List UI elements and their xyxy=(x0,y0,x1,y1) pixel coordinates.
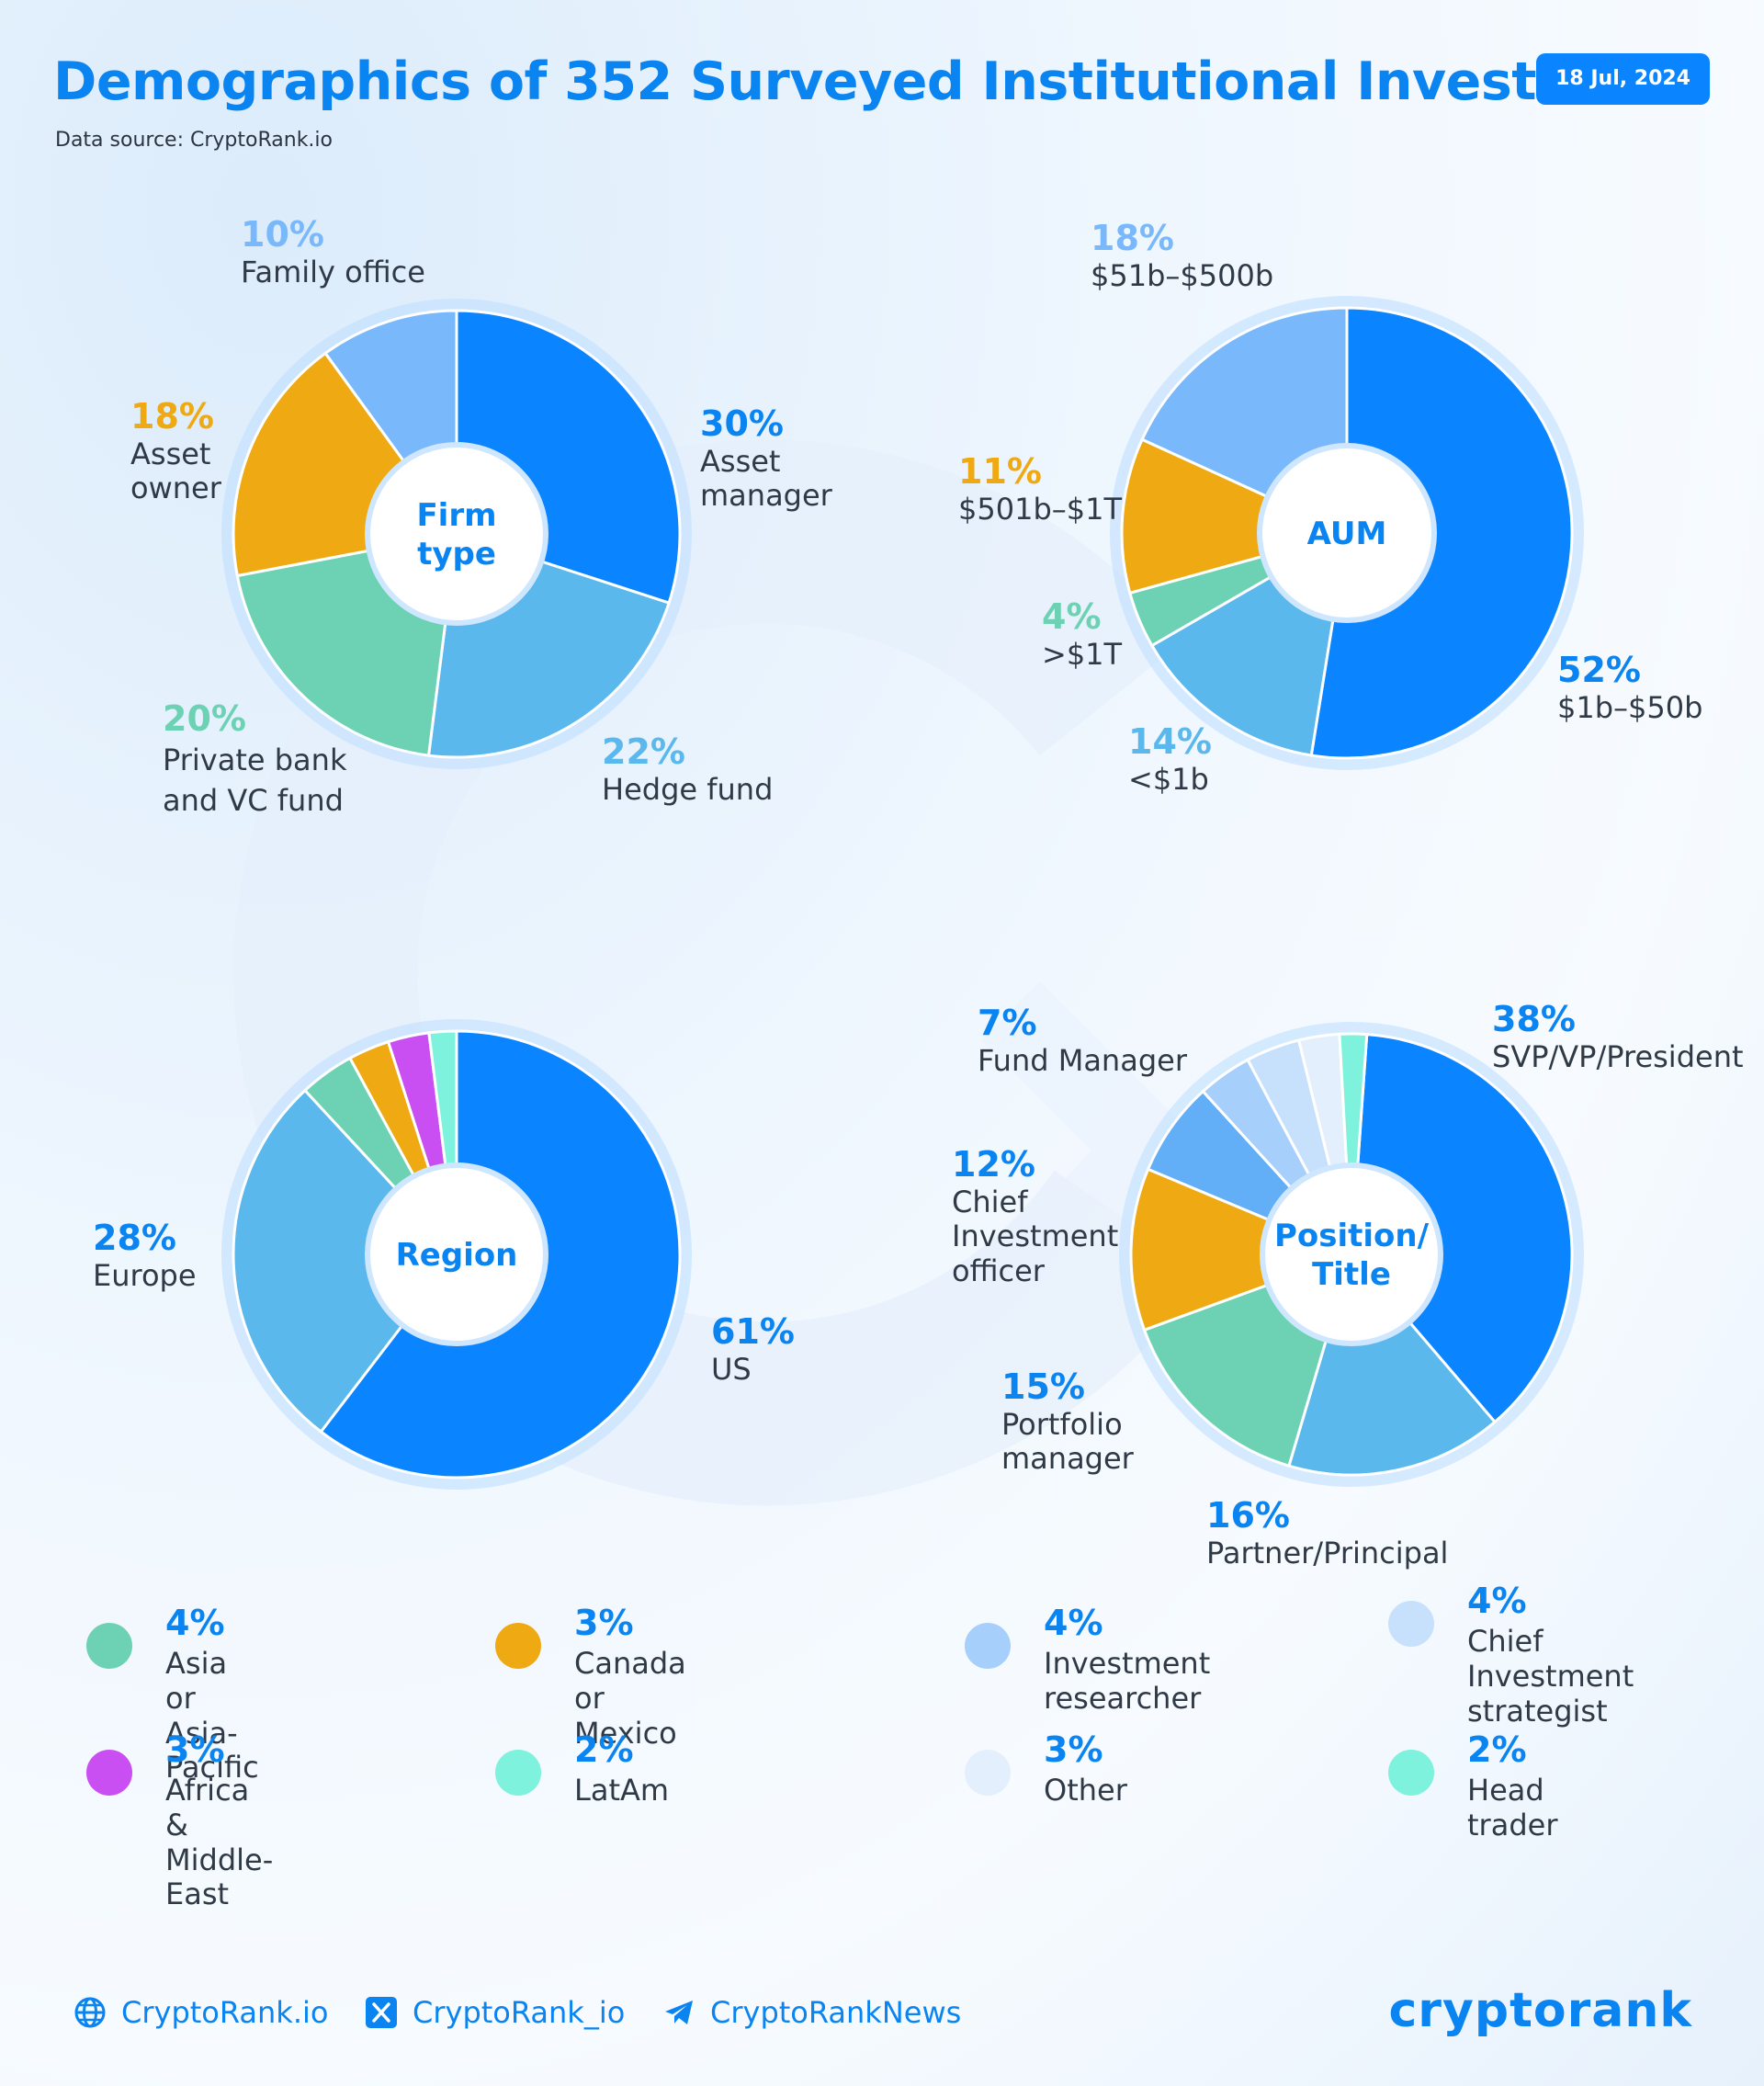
aum-label-51b-500b: 18% $51b–$500b xyxy=(1091,218,1274,293)
legend-dot xyxy=(495,1623,541,1669)
firm-label-family-office: 10% Family office xyxy=(241,214,425,289)
footer-x-link[interactable]: CryptoRank_io xyxy=(365,1992,625,2033)
region-label-europe: 28% Europe xyxy=(93,1218,197,1293)
legend-dot xyxy=(495,1750,541,1796)
page-title: Demographics of 352 Surveyed Institution… xyxy=(53,51,1628,112)
aum-label-under-1b: 14% <$1b xyxy=(1128,721,1212,797)
legend-dot xyxy=(86,1750,132,1796)
legend-dot xyxy=(965,1750,1011,1796)
donut-slice-europe xyxy=(232,1088,458,1434)
donut-slice--501b-1t xyxy=(1120,437,1351,595)
donut-glow xyxy=(1119,1022,1584,1487)
donut-glow xyxy=(221,1019,692,1490)
firm-label-hedge-fund: 22% Hedge fund xyxy=(602,731,774,807)
footer-website-text: CryptoRank.io xyxy=(121,1995,329,2030)
donut-center-label: Firm type xyxy=(416,497,496,573)
donut-center xyxy=(1260,1162,1443,1346)
position-label-svp: 38% SVP/VP/President xyxy=(1492,999,1744,1074)
donut-slice-chief-investment-officer xyxy=(1129,1167,1356,1332)
donut-glow xyxy=(1110,296,1584,770)
legend-dot xyxy=(86,1623,132,1669)
aum-label-over-1t: 4% >$1T xyxy=(1042,596,1123,672)
donut-slice-svp-vp-president xyxy=(1350,1032,1574,1424)
footer-x-text: CryptoRank_io xyxy=(413,1995,626,2030)
footer-website-link[interactable]: CryptoRank.io xyxy=(74,1992,328,2033)
aum-label-501b-1t: 11% $501b–$1T xyxy=(958,451,1123,527)
cryptorank-logo: cryptorank xyxy=(1388,1983,1692,2038)
position-label-cio: 12% Chief Investment officer xyxy=(952,1144,1119,1289)
donut-center-label: Position/Title xyxy=(1274,1218,1430,1293)
position-label-portfolio-manager: 15% Portfolio manager xyxy=(1001,1366,1134,1477)
aum-label-1b-50b: 52% $1b–$50b xyxy=(1557,650,1703,725)
donut-center xyxy=(365,442,548,626)
firm-label-asset-owner: 18% Asset owner xyxy=(130,396,221,506)
donut-slice-head-trader xyxy=(1338,1032,1369,1255)
date-badge: 18 Jul, 2024 xyxy=(1536,53,1710,105)
footer-telegram-text: CryptoRankNews xyxy=(710,1995,962,2030)
donut-center xyxy=(365,1162,548,1346)
firm-label-asset-manager: 30% Asset manager xyxy=(700,403,832,514)
position-label-fund-manager: 7% Fund Manager xyxy=(978,1003,1187,1078)
donut-center xyxy=(1257,443,1437,623)
donut-center-label: Region xyxy=(396,1237,518,1274)
firm-label-private-bank: 20% Private bank and VC fund xyxy=(163,698,347,819)
footer-telegram-link[interactable]: CryptoRankNews xyxy=(662,1992,961,2033)
donut-slice--1b-50b xyxy=(1309,306,1574,760)
telegram-icon xyxy=(665,2001,693,2024)
globe-icon xyxy=(74,1997,106,2028)
legend-dot xyxy=(965,1623,1011,1669)
legend-dot xyxy=(1388,1750,1434,1796)
data-source: Data source: CryptoRank.io xyxy=(55,129,333,152)
legend-dot xyxy=(1388,1601,1434,1647)
x-twitter-icon xyxy=(366,1997,397,2028)
donut-glow xyxy=(221,299,692,769)
donut-center-label: AUM xyxy=(1307,516,1387,552)
region-label-us: 61% US xyxy=(711,1311,795,1387)
position-label-partner: 16% Partner/Principal xyxy=(1206,1495,1449,1570)
